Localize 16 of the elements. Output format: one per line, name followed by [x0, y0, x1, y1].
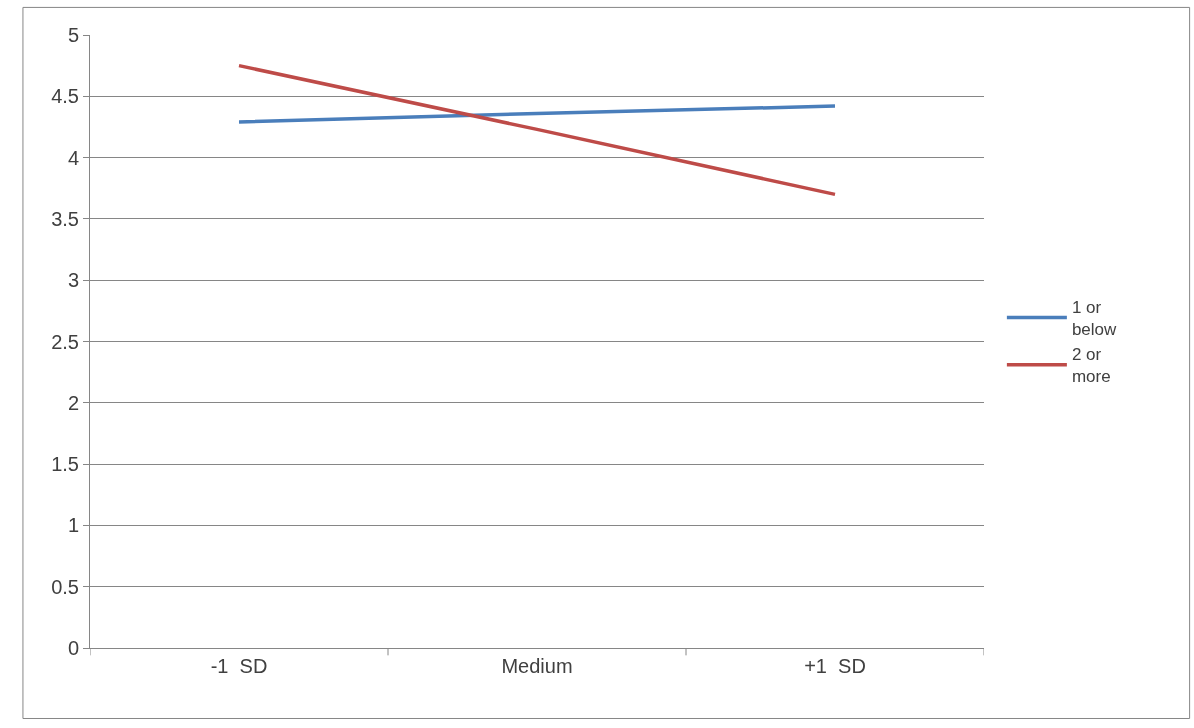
x-tick-label: Medium [501, 655, 573, 677]
legend-label: 2 or more [1071, 345, 1111, 387]
y-tick-label: 1.5 [51, 453, 79, 476]
y-tick-label: 3 [67, 269, 79, 292]
x-tick-label: -1 SD [210, 655, 268, 677]
y-tick-label: 4.5 [51, 85, 79, 108]
y-tick-label: 3.5 [51, 207, 79, 230]
y-tick-label: 0 [67, 637, 79, 659]
legend-label: 1 or below [1071, 298, 1118, 340]
y-tick-label: 0.5 [51, 575, 79, 598]
y-tick-label: 1 [67, 514, 79, 537]
y-tick-label: 2 [67, 391, 79, 414]
x-tick-label: +1 SD [804, 655, 866, 677]
y-tick-label: 5 [67, 24, 79, 46]
y-tick-label: 4 [67, 146, 79, 169]
y-tick-label: 2.5 [51, 330, 79, 353]
